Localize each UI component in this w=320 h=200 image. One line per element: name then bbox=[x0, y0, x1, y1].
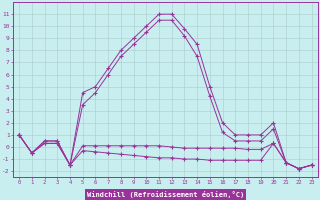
X-axis label: Windchill (Refroidissement éolien,°C): Windchill (Refroidissement éolien,°C) bbox=[87, 191, 244, 198]
